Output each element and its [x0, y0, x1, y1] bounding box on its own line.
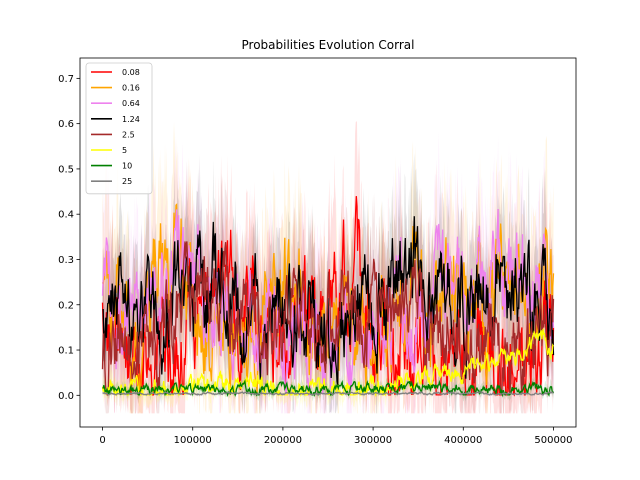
- legend: 0.08 0.16 0.64 1.24 2.5 5 10 25: [85, 62, 153, 195]
- y-tick-label: 0.6: [58, 119, 74, 130]
- y-tick-label: 0.2: [58, 300, 74, 311]
- x-tick-label: 500000: [534, 435, 572, 446]
- legend-label: 1.24: [122, 115, 140, 124]
- legend-label: 0.08: [122, 68, 140, 77]
- legend-label: 0.16: [122, 84, 140, 93]
- x-tick-label: 0: [99, 435, 105, 446]
- y-tick-label: 0.0: [58, 391, 74, 402]
- band-0.08: [102, 121, 554, 414]
- y-tick-label: 0.3: [58, 255, 74, 266]
- y-tick-label: 0.4: [58, 210, 74, 221]
- x-tick-label: 400000: [444, 435, 482, 446]
- y-tick-label: 0.5: [58, 164, 74, 175]
- series-line-10: [102, 379, 555, 398]
- legend-label: 5: [122, 146, 127, 155]
- plot-frame: [79, 57, 577, 428]
- legend-box: [85, 62, 153, 195]
- x-tick-label: 300000: [354, 435, 392, 446]
- x-axis: 0 100000 200000 300000 400000 500000: [99, 427, 573, 446]
- x-tick-label: 200000: [264, 435, 302, 446]
- legend-label: 10: [122, 162, 132, 171]
- y-axis: 0.0 0.1 0.2 0.3 0.4 0.5 0.6 0.7: [58, 74, 80, 402]
- series-line-2.5: [101, 241, 555, 396]
- legend-label: 25: [122, 177, 132, 186]
- y-tick-label: 0.1: [58, 346, 74, 357]
- legend-label: 2.5: [122, 130, 135, 139]
- y-tick-label: 0.7: [58, 74, 74, 85]
- series-lines: [101, 196, 555, 398]
- x-tick-label: 100000: [174, 435, 212, 446]
- legend-label: 0.64: [122, 99, 140, 108]
- series-line-25: [102, 391, 554, 396]
- chart-title: Probabilities Evolution Corral: [242, 38, 415, 52]
